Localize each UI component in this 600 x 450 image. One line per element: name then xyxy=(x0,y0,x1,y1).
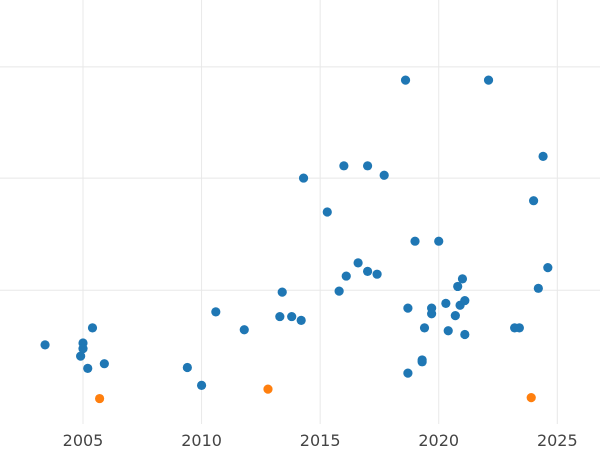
data-point xyxy=(372,269,382,279)
data-point xyxy=(362,161,373,171)
data-point xyxy=(453,281,463,292)
data-point xyxy=(76,351,86,361)
data-point xyxy=(40,340,50,350)
data-point xyxy=(403,303,413,313)
data-point xyxy=(528,196,539,206)
data-point xyxy=(443,326,453,336)
data-point xyxy=(211,307,221,317)
data-point xyxy=(427,303,437,313)
x-tick-label: 2005 xyxy=(63,431,104,450)
data-point xyxy=(196,380,207,390)
data-point xyxy=(483,75,494,85)
data-point xyxy=(239,325,249,335)
data-point xyxy=(263,384,273,394)
data-point xyxy=(514,323,524,333)
x-tick-label: 2010 xyxy=(181,431,222,450)
data-point xyxy=(87,323,98,333)
data-point xyxy=(182,362,192,373)
data-point xyxy=(341,271,351,281)
data-point xyxy=(417,357,427,367)
x-tick-label: 2015 xyxy=(300,431,341,450)
data-point xyxy=(339,161,349,171)
data-point xyxy=(403,368,413,378)
data-points xyxy=(40,75,553,404)
data-point xyxy=(450,311,460,321)
data-point xyxy=(526,393,536,403)
data-point xyxy=(543,262,553,273)
x-tick-labels: 2005 2010 2015 2020 2025 xyxy=(63,431,578,450)
data-point xyxy=(419,323,430,333)
data-point xyxy=(457,274,468,284)
x-tick-label: 2025 xyxy=(537,431,578,450)
data-point xyxy=(322,207,332,217)
data-point xyxy=(533,283,543,293)
data-point xyxy=(334,286,344,296)
data-point xyxy=(410,236,420,246)
data-point xyxy=(287,311,297,322)
data-point xyxy=(298,173,309,183)
data-point xyxy=(275,311,285,322)
data-point xyxy=(353,258,363,268)
data-point xyxy=(362,266,373,276)
data-point xyxy=(99,359,109,369)
data-point xyxy=(400,75,411,85)
data-point xyxy=(441,298,451,308)
data-point xyxy=(434,236,444,246)
data-point xyxy=(95,393,105,404)
data-point xyxy=(379,170,389,180)
data-point xyxy=(460,295,470,306)
data-point xyxy=(460,329,470,340)
data-point xyxy=(277,287,287,297)
x-gridlines xyxy=(82,0,558,424)
data-point xyxy=(78,344,88,354)
data-point xyxy=(538,151,548,162)
data-point xyxy=(296,315,306,325)
data-point xyxy=(83,363,93,374)
x-tick-label: 2020 xyxy=(418,431,459,450)
